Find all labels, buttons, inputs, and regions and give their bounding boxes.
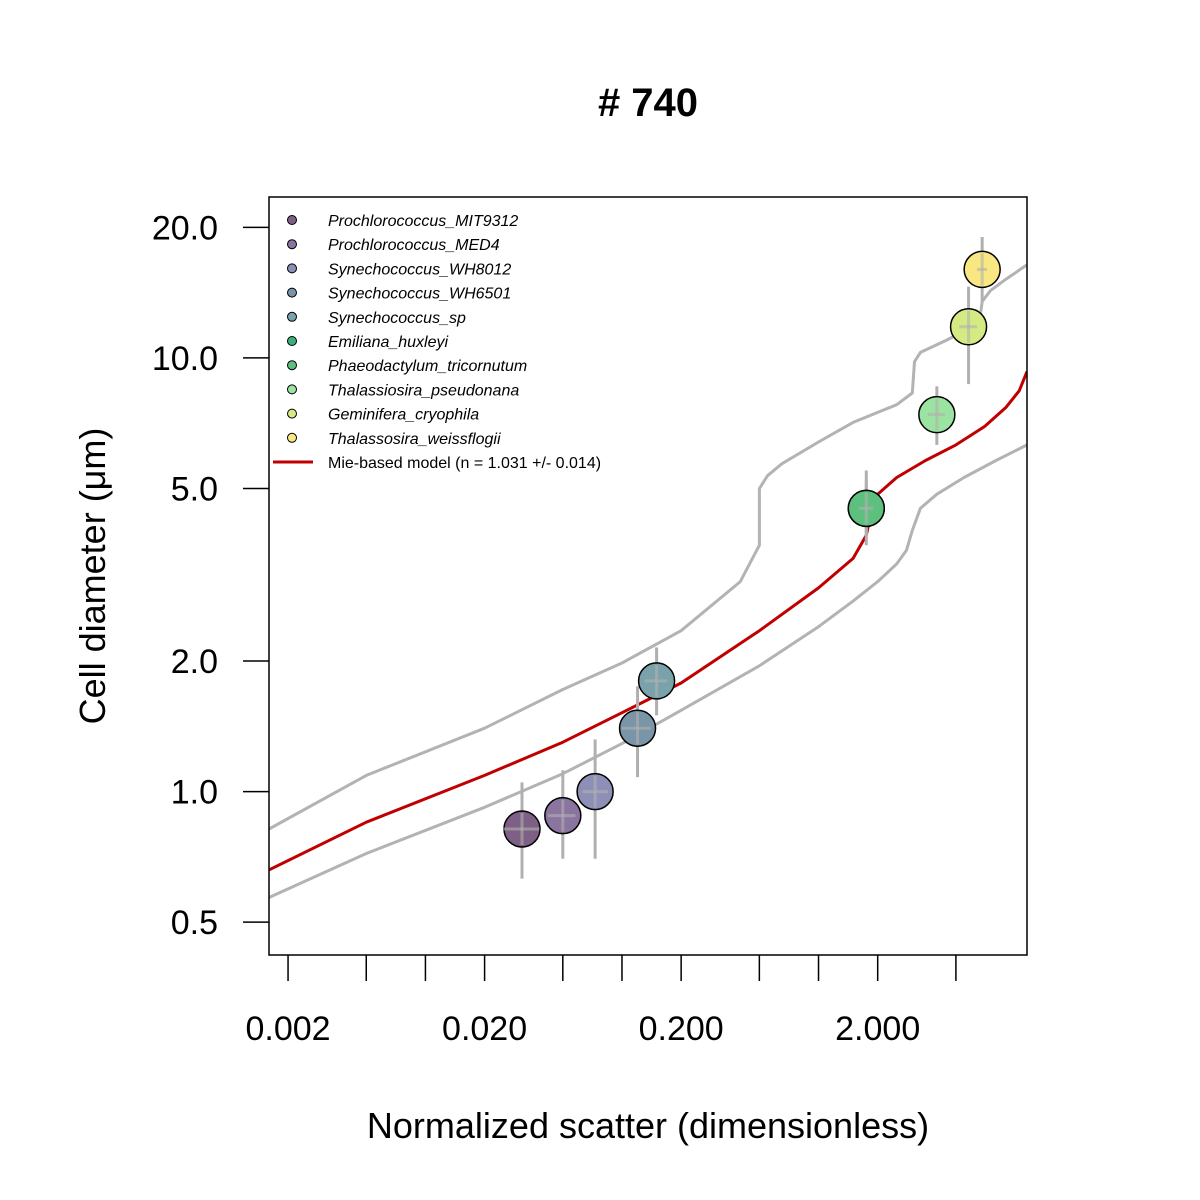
legend-entry-model: Mie-based model (n = 1.031 +/- 0.014) [328, 455, 601, 472]
legend-marker [287, 215, 297, 225]
chart-title: # 740 [598, 81, 698, 125]
y-axis-label: Cell diameter (μm) [72, 428, 113, 725]
x-tick-label: 0.200 [639, 1010, 724, 1048]
legend-entry: Emiliana_huxleyi [328, 334, 449, 351]
plot-frame [268, 196, 1028, 956]
legend-marker [287, 360, 297, 371]
legend-entry: Thalassiosira_pseudonana [328, 382, 519, 399]
legend-marker [287, 384, 297, 395]
y-tick-label: 2.0 [171, 643, 218, 681]
y-axis: 0.5 1.0 2.0 5.0 10.0 20.0 [152, 209, 269, 942]
x-tick-label: 0.020 [442, 1010, 527, 1048]
legend-entry: Geminifera_cryophila [328, 407, 479, 424]
x-tick-label: 2.000 [835, 1010, 920, 1048]
legend: Prochlorococcus_MIT9312 Prochlorococcus_M… [273, 213, 601, 472]
y-tick-label: 20.0 [152, 209, 218, 247]
plot-area [269, 237, 1027, 899]
x-axis: 0.002 0.020 0.200 2.000 [246, 955, 957, 1048]
y-tick-label: 10.0 [152, 340, 218, 378]
x-tick-label: 0.002 [246, 1010, 331, 1048]
legend-entry: Prochlorococcus_MIT9312 [328, 213, 518, 230]
legend-marker [287, 408, 297, 419]
legend-marker [287, 432, 297, 443]
legend-marker [287, 311, 297, 322]
legend-entry: Prochlorococcus_MED4 [328, 237, 500, 254]
legend-marker [287, 287, 297, 298]
y-tick-label: 1.0 [171, 774, 218, 812]
x-axis-label: Normalized scatter (dimensionless) [367, 1105, 929, 1146]
legend-entry: Phaeodactylum_tricornutum [328, 358, 527, 375]
y-tick-label: 0.5 [171, 904, 218, 942]
legend-marker [287, 336, 297, 346]
legend-entry: Synechococcus_sp [328, 310, 466, 327]
legend-entry: Synechococcus_WH6501 [328, 286, 511, 303]
y-tick-label: 5.0 [171, 470, 218, 508]
model-lower-bound-line [269, 443, 1027, 899]
legend-entry: Thalassosira_weissflogii [328, 431, 501, 448]
legend-marker [287, 263, 297, 274]
legend-marker [287, 239, 297, 250]
legend-entry: Synechococcus_WH8012 [328, 261, 511, 278]
